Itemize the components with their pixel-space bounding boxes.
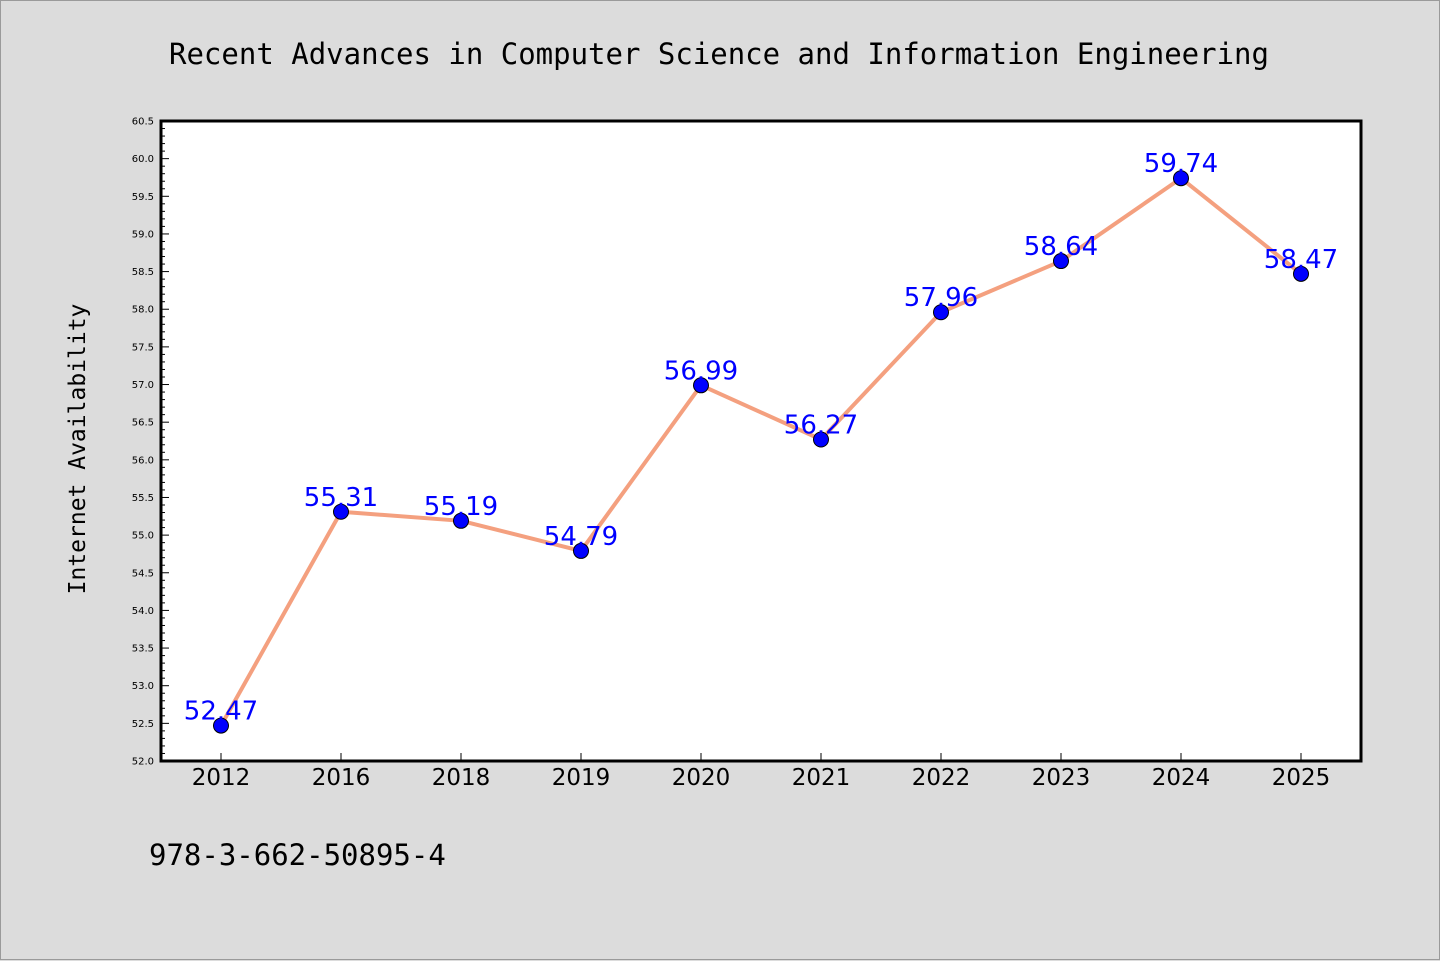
x-tick-label: 2012 [192, 765, 251, 791]
plot-area [159, 119, 1363, 763]
data-point [693, 377, 709, 394]
data-point [1173, 170, 1189, 187]
data-point [333, 503, 349, 520]
data-label: 56.99 [664, 356, 738, 386]
y-tick-label: 52.0 [132, 757, 154, 768]
y-axis-label: Internet Availability [65, 304, 91, 595]
y-tick-label: 59.0 [132, 229, 154, 240]
data-point [573, 542, 589, 559]
isbn-text: 978-3-662-50895-4 [149, 838, 446, 872]
x-tick-label: 2016 [312, 765, 371, 791]
data-label: 58.47 [1264, 245, 1338, 275]
data-label: 59.74 [1144, 149, 1218, 179]
y-tick-label: 57.0 [132, 380, 154, 391]
data-point [453, 512, 469, 529]
data-label: 55.31 [304, 483, 378, 513]
x-tick-label: 2022 [912, 765, 971, 791]
y-tick-label: 55.0 [132, 531, 154, 542]
y-tick-label: 60.0 [132, 154, 154, 165]
data-label: 57.96 [904, 283, 978, 313]
y-tick-label: 54.0 [132, 606, 154, 617]
y-tick-label: 55.5 [132, 493, 154, 504]
data-point [1293, 265, 1309, 282]
data-point [1053, 253, 1069, 270]
y-tick-label: 59.5 [132, 192, 154, 203]
x-axis: 2012 2016 2018 2019 2020 2021 2022 2023 2024 2025 [192, 753, 1331, 791]
y-tick-label: 53.5 [132, 644, 154, 655]
data-label: 56.27 [784, 410, 858, 440]
x-tick-label: 2024 [1152, 765, 1211, 791]
y-tick-label: 56.5 [132, 418, 154, 429]
x-tick-label: 2018 [432, 765, 491, 791]
x-tick-label: 2019 [552, 765, 611, 791]
y-tick-label: 58.5 [132, 267, 154, 278]
y-tick-label: 56.0 [132, 455, 154, 466]
y-tick-label: 57.5 [132, 342, 154, 353]
y-axis: 52.0 52.5 53.0 53.5 54.0 54.5 55.0 55.5 56.0 56.5… [132, 117, 169, 768]
data-label: 52.47 [184, 697, 258, 727]
data-point [813, 431, 829, 448]
y-tick-label: 53.0 [132, 681, 154, 692]
data-points [213, 170, 1309, 734]
data-point [933, 304, 949, 321]
y-tick-label: 58.0 [132, 305, 154, 316]
data-point [213, 717, 229, 734]
data-label: 58.64 [1024, 232, 1098, 262]
y-tick-label: 54.5 [132, 568, 154, 579]
data-labels: 52.47 55.31 55.19 54.79 56.99 56.27 57.96 58.64… [184, 149, 1338, 726]
x-tick-label: 2020 [672, 765, 731, 791]
data-label: 55.19 [424, 492, 498, 522]
y-tick-label: 60.5 [132, 117, 154, 128]
series-line [219, 176, 1303, 728]
data-label: 54.79 [544, 522, 618, 552]
y-tick-label: 52.5 [132, 719, 154, 730]
chart-title: Recent Advances in Computer Science and … [169, 37, 1269, 71]
x-tick-label: 2025 [1272, 765, 1331, 791]
x-tick-label: 2023 [1032, 765, 1091, 791]
x-tick-label: 2021 [792, 765, 851, 791]
